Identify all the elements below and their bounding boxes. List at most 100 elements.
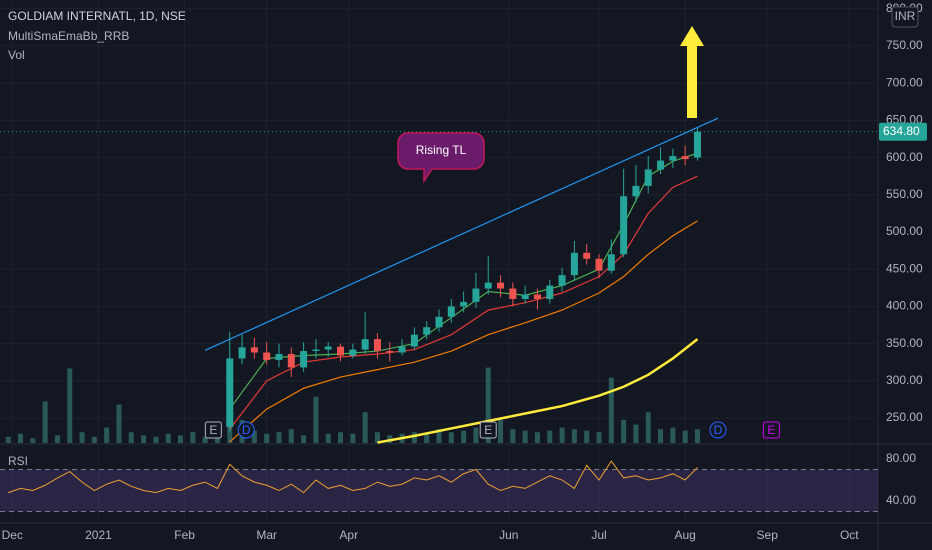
x-tick-label: Apr bbox=[339, 528, 358, 542]
annotation-bubble bbox=[397, 132, 485, 184]
x-tick-label: Mar bbox=[256, 528, 277, 542]
volume-bar bbox=[104, 427, 110, 443]
volume-bar bbox=[424, 433, 430, 443]
y-tick-label: 250.00 bbox=[886, 410, 923, 424]
candle-body bbox=[250, 347, 258, 353]
event-label: D bbox=[242, 423, 251, 437]
volume-bar bbox=[116, 404, 122, 443]
moving-average bbox=[229, 220, 698, 443]
event-label: E bbox=[484, 423, 492, 437]
candle-body bbox=[275, 354, 283, 360]
volume-bar bbox=[276, 432, 282, 443]
event-label: E bbox=[209, 423, 217, 437]
x-tick-label: Jul bbox=[591, 528, 606, 542]
y-tick-label: 500.00 bbox=[886, 224, 923, 238]
volume-bar bbox=[350, 433, 356, 443]
y-tick-label: 350.00 bbox=[886, 336, 923, 350]
event-marker bbox=[709, 421, 727, 439]
candle-body bbox=[558, 275, 566, 286]
volume-bar bbox=[264, 433, 270, 443]
volume-bar bbox=[670, 427, 676, 443]
candle-body bbox=[263, 352, 271, 360]
volume-bar bbox=[190, 432, 196, 443]
y-tick-label: 700.00 bbox=[886, 75, 923, 89]
volume-bar bbox=[374, 432, 380, 443]
candle-body bbox=[238, 347, 246, 359]
volume-bar bbox=[694, 429, 700, 443]
volume-bar bbox=[608, 377, 614, 443]
event-marker bbox=[479, 421, 497, 439]
candle-body bbox=[472, 288, 480, 302]
candle-body bbox=[632, 185, 640, 197]
volume-bar bbox=[325, 433, 331, 443]
indicator-label: MultiSmaEmaBb_RRB bbox=[8, 29, 129, 43]
volume-bar bbox=[448, 432, 454, 443]
volume-bar bbox=[313, 396, 319, 443]
candle-body bbox=[337, 346, 345, 356]
volume-bar bbox=[498, 419, 504, 443]
volume-bar bbox=[128, 432, 134, 443]
volume-bar bbox=[301, 435, 307, 443]
volume-bar bbox=[251, 430, 257, 443]
currency-button[interactable] bbox=[891, 6, 919, 28]
moving-average bbox=[229, 175, 698, 430]
volume-bar bbox=[473, 427, 479, 443]
volume-bar bbox=[54, 435, 60, 443]
volume-bar bbox=[633, 424, 639, 443]
price-tag-label: 634.80 bbox=[883, 124, 920, 138]
volume-bar bbox=[522, 430, 528, 443]
candle-body bbox=[226, 358, 234, 427]
volume-bar bbox=[165, 433, 171, 443]
event-label: E bbox=[767, 423, 775, 437]
candle-body bbox=[349, 349, 357, 356]
candle-body bbox=[546, 285, 554, 299]
volume-bar bbox=[42, 401, 48, 443]
volume-bar bbox=[153, 436, 159, 443]
y-tick-label: 600.00 bbox=[886, 150, 923, 164]
candle-body bbox=[460, 301, 468, 307]
rsi-label: RSI bbox=[8, 454, 28, 468]
y-tick-label: 550.00 bbox=[886, 187, 923, 201]
candle-body bbox=[398, 346, 406, 353]
candle-body bbox=[570, 252, 578, 276]
candle-body bbox=[324, 346, 332, 350]
candle-body bbox=[669, 156, 677, 161]
volume-bar bbox=[18, 433, 24, 443]
candle-body bbox=[521, 294, 529, 299]
y-tick-label: 400.00 bbox=[886, 299, 923, 313]
volume-bar bbox=[658, 429, 664, 443]
candle-body bbox=[373, 339, 381, 352]
rsi-line bbox=[8, 460, 698, 494]
moving-average bbox=[377, 338, 699, 444]
volume-bar bbox=[79, 432, 85, 443]
price-tag bbox=[879, 122, 927, 141]
x-tick-label: Oct bbox=[840, 528, 859, 542]
y-tick-label: 300.00 bbox=[886, 373, 923, 387]
volume-bar bbox=[91, 436, 97, 443]
x-tick-label: Feb bbox=[174, 528, 195, 542]
volume-bar bbox=[621, 419, 627, 443]
candle-body bbox=[595, 258, 603, 271]
candle-body bbox=[435, 316, 443, 328]
candle-body bbox=[447, 306, 455, 317]
candle-body bbox=[312, 349, 320, 352]
currency-label[interactable]: INR bbox=[895, 9, 916, 23]
volume-bar bbox=[30, 438, 36, 443]
candle-body bbox=[607, 254, 615, 271]
candle-body bbox=[657, 160, 665, 170]
volume-bar bbox=[547, 430, 553, 443]
volume-bar bbox=[202, 436, 208, 443]
volume-bar bbox=[559, 427, 565, 443]
candle-body bbox=[410, 334, 418, 347]
volume-bar bbox=[645, 412, 651, 443]
candle-body bbox=[509, 288, 517, 299]
candle-body bbox=[386, 351, 394, 353]
candle-body bbox=[497, 282, 505, 289]
volume-bar bbox=[571, 429, 577, 443]
volume-bar bbox=[485, 367, 491, 443]
event-marker bbox=[204, 421, 222, 439]
